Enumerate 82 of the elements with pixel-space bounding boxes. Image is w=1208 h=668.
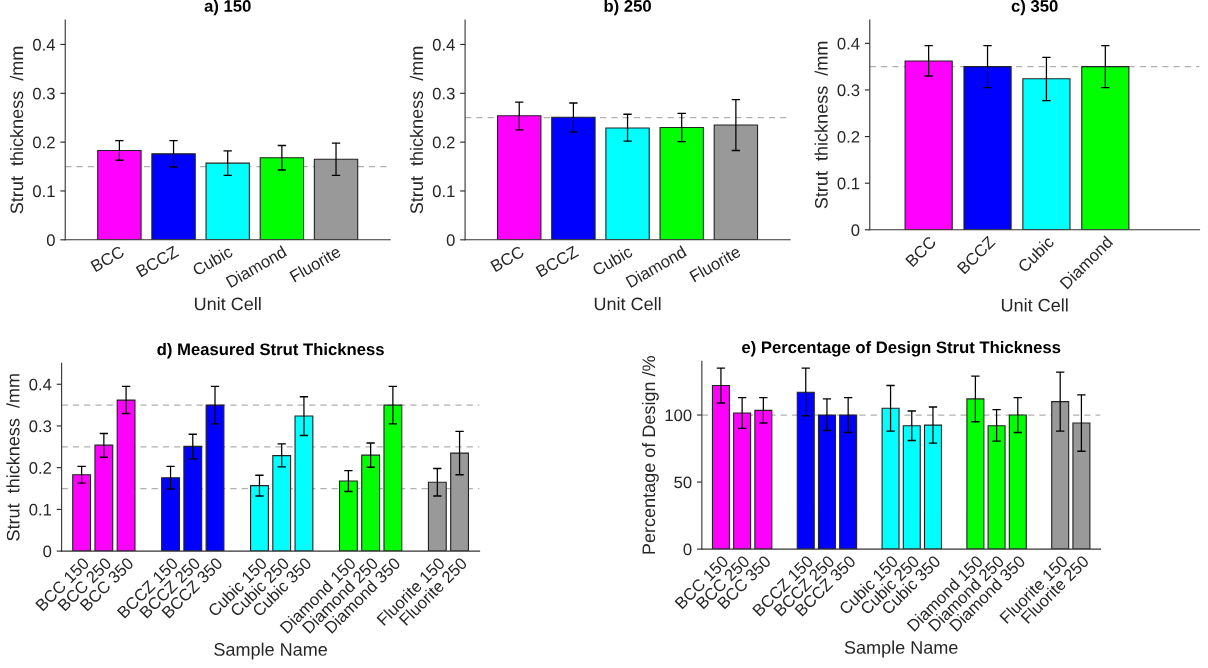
y-tick-label: 0.4	[432, 38, 455, 51]
x-tick-label: BCC	[490, 245, 525, 273]
y-tick-label: 0.3	[32, 87, 55, 100]
y-tick-label: 0	[683, 543, 692, 556]
bar	[313, 158, 359, 240]
bar	[72, 474, 92, 552]
y-tick-label: 0.1	[837, 177, 860, 190]
bar	[1072, 422, 1091, 550]
y-tick-label: 0.1	[29, 503, 52, 516]
y-tick-label: 0.4	[32, 38, 56, 51]
bar	[205, 404, 225, 552]
bar	[711, 384, 730, 550]
y-tick-label: 0	[43, 545, 52, 558]
y-axis-title: Strut thickness /mm	[6, 374, 20, 541]
bar	[963, 66, 1012, 230]
y-axis-title: Strut thickness /mm	[814, 41, 828, 209]
bar	[733, 412, 752, 550]
bar	[796, 391, 815, 550]
bar	[151, 153, 196, 240]
y-axis-title: Strut thickness /mm	[409, 46, 424, 214]
bar	[205, 162, 250, 240]
bar	[183, 445, 203, 552]
bar	[450, 452, 470, 552]
bar	[923, 424, 943, 550]
y-tick-label: 0.2	[837, 130, 860, 143]
bar	[713, 124, 759, 240]
y-tick-label: 0.2	[32, 136, 55, 149]
y-tick-label: 0	[46, 234, 55, 247]
chart-title: c) 350	[1011, 0, 1058, 16]
bar	[817, 414, 836, 550]
bar	[902, 425, 921, 550]
y-tick-label: 0.4	[837, 37, 860, 50]
y-tick-label: 0.3	[29, 420, 52, 433]
bar	[361, 454, 381, 552]
bar	[987, 425, 1006, 550]
bar	[839, 414, 858, 550]
x-axis-title: Unit Cell	[594, 297, 661, 311]
y-axis-title: Strut thickness /mm	[9, 46, 24, 214]
y-tick-label: 0	[446, 234, 455, 247]
bar	[272, 455, 292, 552]
bar	[338, 480, 358, 552]
y-tick-label: 0.1	[32, 185, 55, 198]
bar	[97, 149, 142, 240]
bar	[427, 481, 447, 552]
y-tick-label: 100	[665, 409, 692, 422]
y-tick-label: 0	[851, 224, 860, 236]
x-axis-title: Sample Name	[844, 640, 958, 658]
x-axis-title: Unit Cell	[1001, 298, 1068, 312]
chart-title: d) Measured Strut Thickness	[157, 342, 384, 359]
bar	[881, 407, 900, 550]
y-axis-title: Percentage of Design /%	[641, 356, 659, 554]
bar	[904, 60, 953, 230]
bar	[497, 115, 542, 240]
x-tick-label: BCC	[90, 245, 125, 273]
bar	[1051, 401, 1070, 550]
y-tick-label: 0.2	[29, 462, 52, 474]
bar	[161, 477, 180, 552]
y-tick-label: 0.4	[29, 378, 52, 391]
bar	[259, 157, 305, 240]
bar	[605, 127, 650, 240]
bar	[1081, 66, 1130, 230]
y-tick-label: 0.3	[837, 84, 860, 97]
bar	[383, 404, 403, 552]
bar	[294, 415, 314, 552]
bar	[94, 444, 114, 552]
bar	[250, 485, 269, 552]
x-axis-title: Unit Cell	[194, 297, 261, 311]
bar	[659, 126, 704, 240]
bar	[116, 399, 136, 552]
bar	[1008, 414, 1027, 550]
y-tick-label: 50	[674, 476, 692, 489]
y-tick-label: 0.1	[432, 185, 455, 198]
chart-title: a) 150	[204, 0, 251, 16]
x-axis-title: Sample Name	[214, 642, 327, 660]
bar	[754, 409, 773, 550]
chart-title: e) Percentage of Design Strut Thickness	[742, 340, 1061, 357]
y-tick-label: 0.3	[432, 87, 455, 100]
y-tick-label: 0.2	[432, 136, 455, 149]
bar	[1022, 78, 1071, 230]
bar	[966, 398, 985, 550]
chart-title: b) 250	[604, 0, 651, 16]
bar	[551, 116, 596, 240]
